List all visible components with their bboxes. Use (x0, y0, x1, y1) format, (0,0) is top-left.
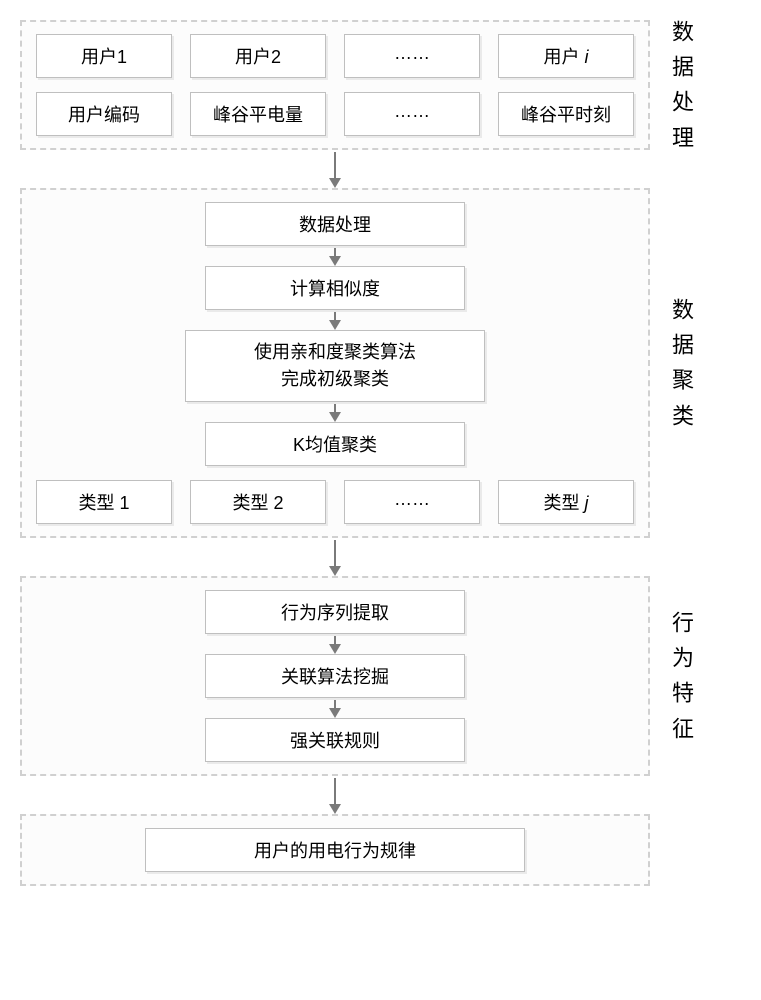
arrow-c1 (334, 248, 336, 264)
section-data-processing: 数据处理 用户1 用户2 …… 用户 i 用户编码 峰谷平电量 …… 峰谷平时刻 (20, 20, 650, 150)
step-sequence-extract: 行为序列提取 (205, 590, 465, 634)
arrow-1 (334, 152, 336, 186)
arrow-2 (334, 540, 336, 574)
attr-box-ellipsis: …… (344, 92, 480, 136)
side-label-data-clustering: 数据聚类 (668, 293, 698, 434)
type-box-j: 类型 j (498, 480, 634, 524)
arrow-3 (334, 778, 336, 812)
step-association-mining: 关联算法挖掘 (205, 654, 465, 698)
section-behavior-feature: 行为特征 行为序列提取 关联算法挖掘 强关联规则 (20, 576, 650, 776)
arrow-c2 (334, 312, 336, 328)
flow-diagram: 数据处理 用户1 用户2 …… 用户 i 用户编码 峰谷平电量 …… 峰谷平时刻… (20, 20, 740, 886)
step-strong-rules: 强关联规则 (205, 718, 465, 762)
user-box-i: 用户 i (498, 34, 634, 78)
type-box-2: 类型 2 (190, 480, 326, 524)
attr-box-peakvalley-power: 峰谷平电量 (190, 92, 326, 136)
user-box-2: 用户2 (190, 34, 326, 78)
section-data-clustering: 数据聚类 数据处理 计算相似度 使用亲和度聚类算法完成初级聚类 K均值聚类 类型… (20, 188, 650, 538)
user-box-ellipsis: …… (344, 34, 480, 78)
section-result: 用户的用电行为规律 (20, 814, 650, 886)
type-box-1: 类型 1 (36, 480, 172, 524)
user-box-1: 用户1 (36, 34, 172, 78)
type-box-ellipsis: …… (344, 480, 480, 524)
attr-row: 用户编码 峰谷平电量 …… 峰谷平时刻 (36, 92, 634, 136)
arrow-b2 (334, 700, 336, 716)
step-kmeans: K均值聚类 (205, 422, 465, 466)
arrow-c3 (334, 404, 336, 420)
types-row: 类型 1 类型 2 …… 类型 j (36, 480, 634, 524)
step-data-processing: 数据处理 (205, 202, 465, 246)
arrow-b1 (334, 636, 336, 652)
side-label-behavior-feature: 行为特征 (668, 606, 698, 747)
result-box: 用户的用电行为规律 (145, 828, 525, 872)
attr-box-peakvalley-time: 峰谷平时刻 (498, 92, 634, 136)
side-label-data-processing: 数据处理 (668, 15, 698, 156)
user-row: 用户1 用户2 …… 用户 i (36, 34, 634, 78)
attr-box-encoding: 用户编码 (36, 92, 172, 136)
step-similarity: 计算相似度 (205, 266, 465, 310)
behavior-steps: 行为序列提取 关联算法挖掘 强关联规则 (36, 590, 634, 762)
step-affinity-clustering: 使用亲和度聚类算法完成初级聚类 (185, 330, 485, 402)
clustering-steps: 数据处理 计算相似度 使用亲和度聚类算法完成初级聚类 K均值聚类 (36, 202, 634, 466)
